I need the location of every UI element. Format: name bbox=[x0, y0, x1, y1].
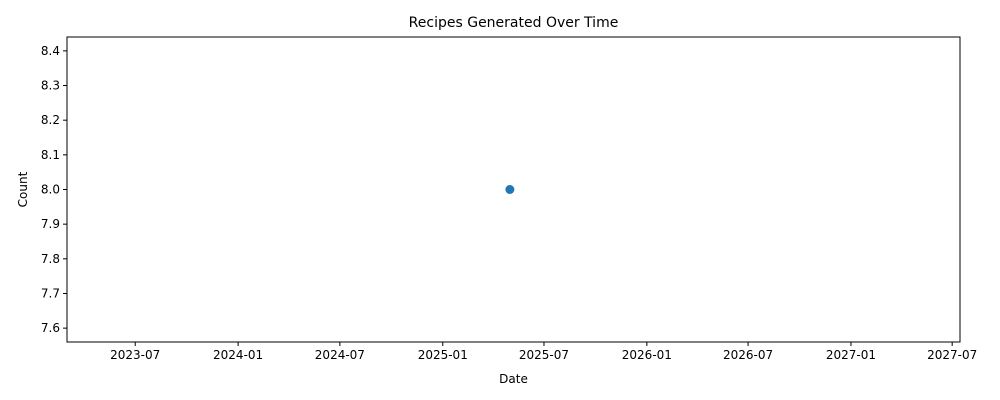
x-tick-label: 2027-01 bbox=[826, 348, 876, 362]
x-tick-label: 2025-07 bbox=[519, 348, 569, 362]
y-axis-label: Count bbox=[16, 171, 30, 207]
chart-title: Recipes Generated Over Time bbox=[409, 15, 619, 31]
x-axis: 2023-07 2024-01 2024-07 2025-01 2025-07 2026-… bbox=[110, 342, 977, 362]
y-tick-label: 7.8 bbox=[41, 252, 60, 266]
x-tick-label: 2024-01 bbox=[213, 348, 263, 362]
y-tick-label: 7.7 bbox=[41, 286, 60, 300]
data-points bbox=[505, 185, 515, 194]
y-tick-label: 7.6 bbox=[41, 321, 60, 335]
y-tick-label: 8.3 bbox=[41, 79, 60, 93]
x-tick-label: 2026-01 bbox=[622, 348, 672, 362]
y-tick-label: 8.4 bbox=[41, 44, 60, 58]
y-tick-label: 7.9 bbox=[41, 217, 60, 231]
y-tick-label: 8.2 bbox=[41, 113, 60, 127]
x-tick-label: 2023-07 bbox=[110, 348, 160, 362]
x-axis-label: Date bbox=[499, 372, 528, 386]
x-tick-label: 2027-07 bbox=[927, 348, 977, 362]
x-tick-label: 2026-07 bbox=[723, 348, 773, 362]
y-axis: 7.6 7.7 7.8 7.9 8.0 8.1 8.2 8.3 8.4 bbox=[41, 44, 67, 335]
y-tick-label: 8.1 bbox=[41, 148, 60, 162]
data-point bbox=[505, 185, 515, 194]
x-tick-label: 2024-07 bbox=[315, 348, 365, 362]
x-tick-label: 2025-01 bbox=[418, 348, 468, 362]
y-tick-label: 8.0 bbox=[41, 183, 60, 197]
